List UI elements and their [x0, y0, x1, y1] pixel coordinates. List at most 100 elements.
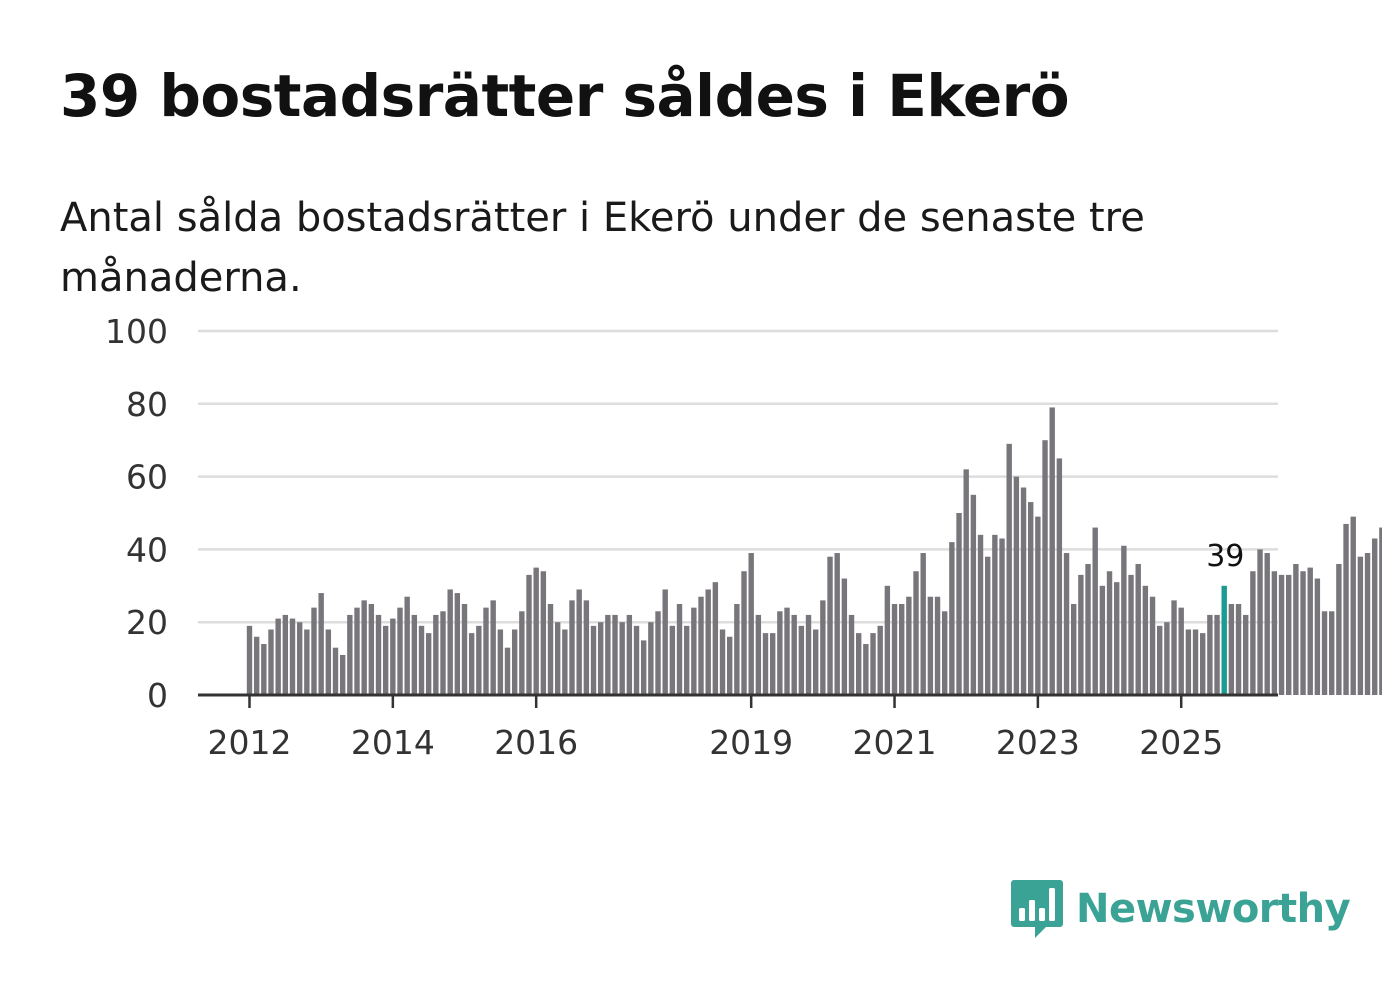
bar — [1336, 563, 1342, 695]
bar — [619, 622, 625, 695]
bar — [1264, 553, 1270, 695]
bar — [1121, 545, 1127, 695]
bar — [332, 647, 339, 695]
bar — [1099, 585, 1106, 695]
bar — [1114, 582, 1120, 695]
bar — [648, 622, 654, 695]
bar — [863, 644, 869, 695]
bar — [354, 607, 360, 695]
y-tick-label: 0 — [147, 676, 168, 715]
bar — [626, 614, 633, 695]
bar — [547, 604, 554, 695]
bar — [805, 614, 812, 695]
bar — [942, 611, 948, 695]
bar — [1207, 614, 1213, 695]
bar — [683, 625, 690, 695]
bar — [382, 625, 389, 695]
bar — [820, 600, 826, 695]
bar — [1135, 563, 1141, 695]
bar — [411, 614, 418, 695]
bar — [1071, 604, 1077, 695]
bar — [1063, 553, 1070, 695]
bar — [261, 644, 267, 695]
bar — [1106, 571, 1113, 695]
bar — [447, 589, 453, 695]
bar — [999, 538, 1005, 695]
chart-subtitle: Antal sålda bostadsrätter i Ekerö under … — [60, 195, 1145, 301]
bar — [1379, 527, 1382, 695]
bar — [440, 611, 446, 695]
bar — [920, 553, 926, 695]
y-tick-label: 40 — [126, 530, 168, 569]
bar — [605, 614, 611, 695]
bar — [1013, 476, 1020, 695]
bar — [612, 614, 618, 695]
bar — [490, 600, 496, 695]
bar — [1357, 556, 1364, 695]
x-tick-label: 2021 — [853, 723, 937, 762]
bar — [1307, 567, 1313, 695]
bar — [1049, 407, 1055, 695]
bar — [726, 636, 733, 695]
bar — [368, 604, 375, 695]
bar-chart-speech-bubble-icon — [1011, 880, 1063, 938]
bar — [253, 636, 260, 695]
bar — [963, 469, 969, 695]
bar — [734, 604, 740, 695]
bar — [1092, 527, 1098, 695]
bar — [1364, 553, 1371, 695]
bar — [827, 556, 833, 695]
bar — [1028, 502, 1034, 695]
bar — [927, 596, 934, 695]
bar — [812, 629, 819, 695]
x-tick-label: 2019 — [709, 723, 793, 762]
bar — [504, 647, 511, 695]
bar — [1142, 585, 1149, 695]
bar — [497, 629, 504, 695]
bar — [662, 589, 668, 695]
bar — [246, 625, 253, 695]
bar — [289, 618, 296, 695]
bar — [899, 604, 905, 695]
bar — [311, 607, 317, 695]
bar — [554, 622, 561, 695]
bar — [1035, 516, 1041, 695]
bar — [798, 625, 805, 695]
bar — [691, 607, 697, 695]
bar — [1278, 574, 1285, 695]
bar — [1085, 563, 1091, 695]
bar — [1192, 629, 1199, 695]
bar-chart: 0 20 40 60 80 100 2012 2014 2016 2019 2021 2023 202… — [105, 312, 1382, 762]
x-tick-label: 2025 — [1139, 723, 1223, 762]
bar — [762, 633, 769, 695]
bar — [1006, 443, 1012, 695]
bar — [1250, 571, 1256, 695]
bars — [246, 407, 1382, 695]
bar — [1164, 622, 1170, 695]
bar — [1286, 574, 1292, 695]
bar — [1128, 574, 1134, 695]
bar — [870, 633, 876, 695]
bar — [949, 542, 955, 695]
bar — [1235, 604, 1242, 695]
bar — [1157, 625, 1163, 695]
grid-lines — [198, 329, 1278, 624]
bar — [784, 607, 790, 695]
bar — [325, 629, 332, 695]
bar — [519, 611, 525, 695]
bar — [397, 607, 403, 695]
bar — [633, 625, 640, 695]
bar — [1228, 604, 1235, 695]
bar — [877, 625, 883, 695]
x-axis: 2012 2014 2016 2019 2021 2023 2025 — [208, 695, 1223, 762]
bar — [705, 589, 711, 695]
bar — [1243, 614, 1249, 695]
x-tick-label: 2023 — [996, 723, 1080, 762]
bar — [755, 614, 762, 695]
bar — [347, 614, 353, 695]
bar — [848, 614, 855, 695]
bar — [777, 611, 783, 695]
bar — [712, 582, 719, 695]
bar — [282, 614, 289, 695]
bar — [841, 578, 848, 695]
